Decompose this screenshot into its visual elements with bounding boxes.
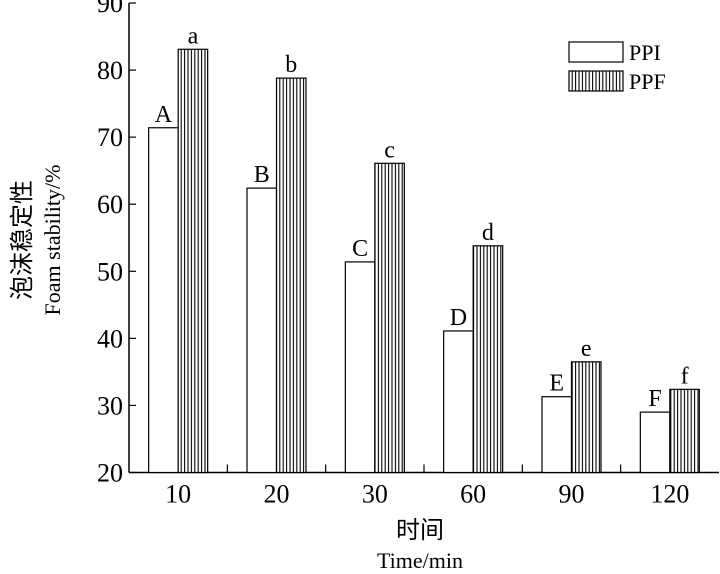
- legend: PPI PPF: [568, 40, 666, 94]
- y-axis-label-cn: 泡沫稳定性: [9, 180, 36, 300]
- bar-significance-label: f: [681, 363, 689, 389]
- bar-ppf: [374, 162, 405, 474]
- bar-significance-label: a: [188, 23, 199, 49]
- bar-ppi: [148, 127, 179, 474]
- legend-swatch-ppi: [568, 41, 624, 63]
- bar-ppi: [541, 396, 573, 474]
- x-axis-label-cn: 时间: [396, 517, 444, 544]
- bar-significance-label: b: [285, 52, 297, 78]
- bars: Aa Bb Cc Dd Ee Ff: [148, 23, 700, 474]
- bar-ppi: [246, 187, 278, 474]
- bar-ppi: [344, 261, 376, 474]
- bar-significance-label: A: [155, 102, 173, 128]
- y-tick-label: 40: [97, 324, 123, 353]
- bar-ppf: [275, 77, 307, 474]
- bar-ppf: [177, 48, 209, 474]
- legend-swatch-ppf: [568, 70, 624, 92]
- bar-significance-label: c: [384, 137, 395, 163]
- x-tick-label: 20: [264, 480, 290, 509]
- x-axis-label: Time/min: [377, 548, 463, 573]
- x-tick-label: 60: [460, 480, 486, 509]
- x-tick-label: 10: [165, 480, 191, 509]
- bar-significance-label: D: [450, 305, 467, 331]
- legend-label-ppi: PPI: [629, 40, 661, 65]
- y-tick-label: 60: [97, 190, 123, 219]
- bar-ppf: [669, 388, 700, 474]
- bar-significance-label: B: [254, 162, 270, 188]
- bar-significance-label: E: [549, 371, 564, 397]
- y-tick-label: 50: [97, 257, 123, 286]
- bar-significance-label: C: [352, 236, 368, 262]
- bar-ppi: [443, 330, 474, 474]
- y-tick-label: 80: [97, 56, 123, 85]
- y-axis-label: Foam stability/%: [40, 165, 65, 316]
- bar-significance-label: d: [482, 220, 494, 246]
- x-tick-label: 90: [559, 480, 585, 509]
- bar-ppf: [570, 361, 602, 474]
- axes: 20 30 40 50 60 70 80 90 10 20 30 60 90 120: [97, 0, 719, 509]
- bar-significance-label: F: [648, 386, 661, 412]
- bar-significance-label: e: [581, 336, 592, 362]
- x-tick-label: 30: [362, 480, 388, 509]
- x-tick-label: 120: [650, 480, 689, 509]
- y-tick-label: 70: [97, 123, 123, 152]
- legend-label-ppf: PPF: [629, 69, 666, 94]
- y-tick-label: 20: [97, 459, 123, 488]
- y-tick-label: 90: [97, 0, 123, 18]
- bar-ppf: [472, 245, 504, 474]
- y-tick-label: 30: [97, 391, 123, 420]
- bar-ppi: [639, 411, 671, 474]
